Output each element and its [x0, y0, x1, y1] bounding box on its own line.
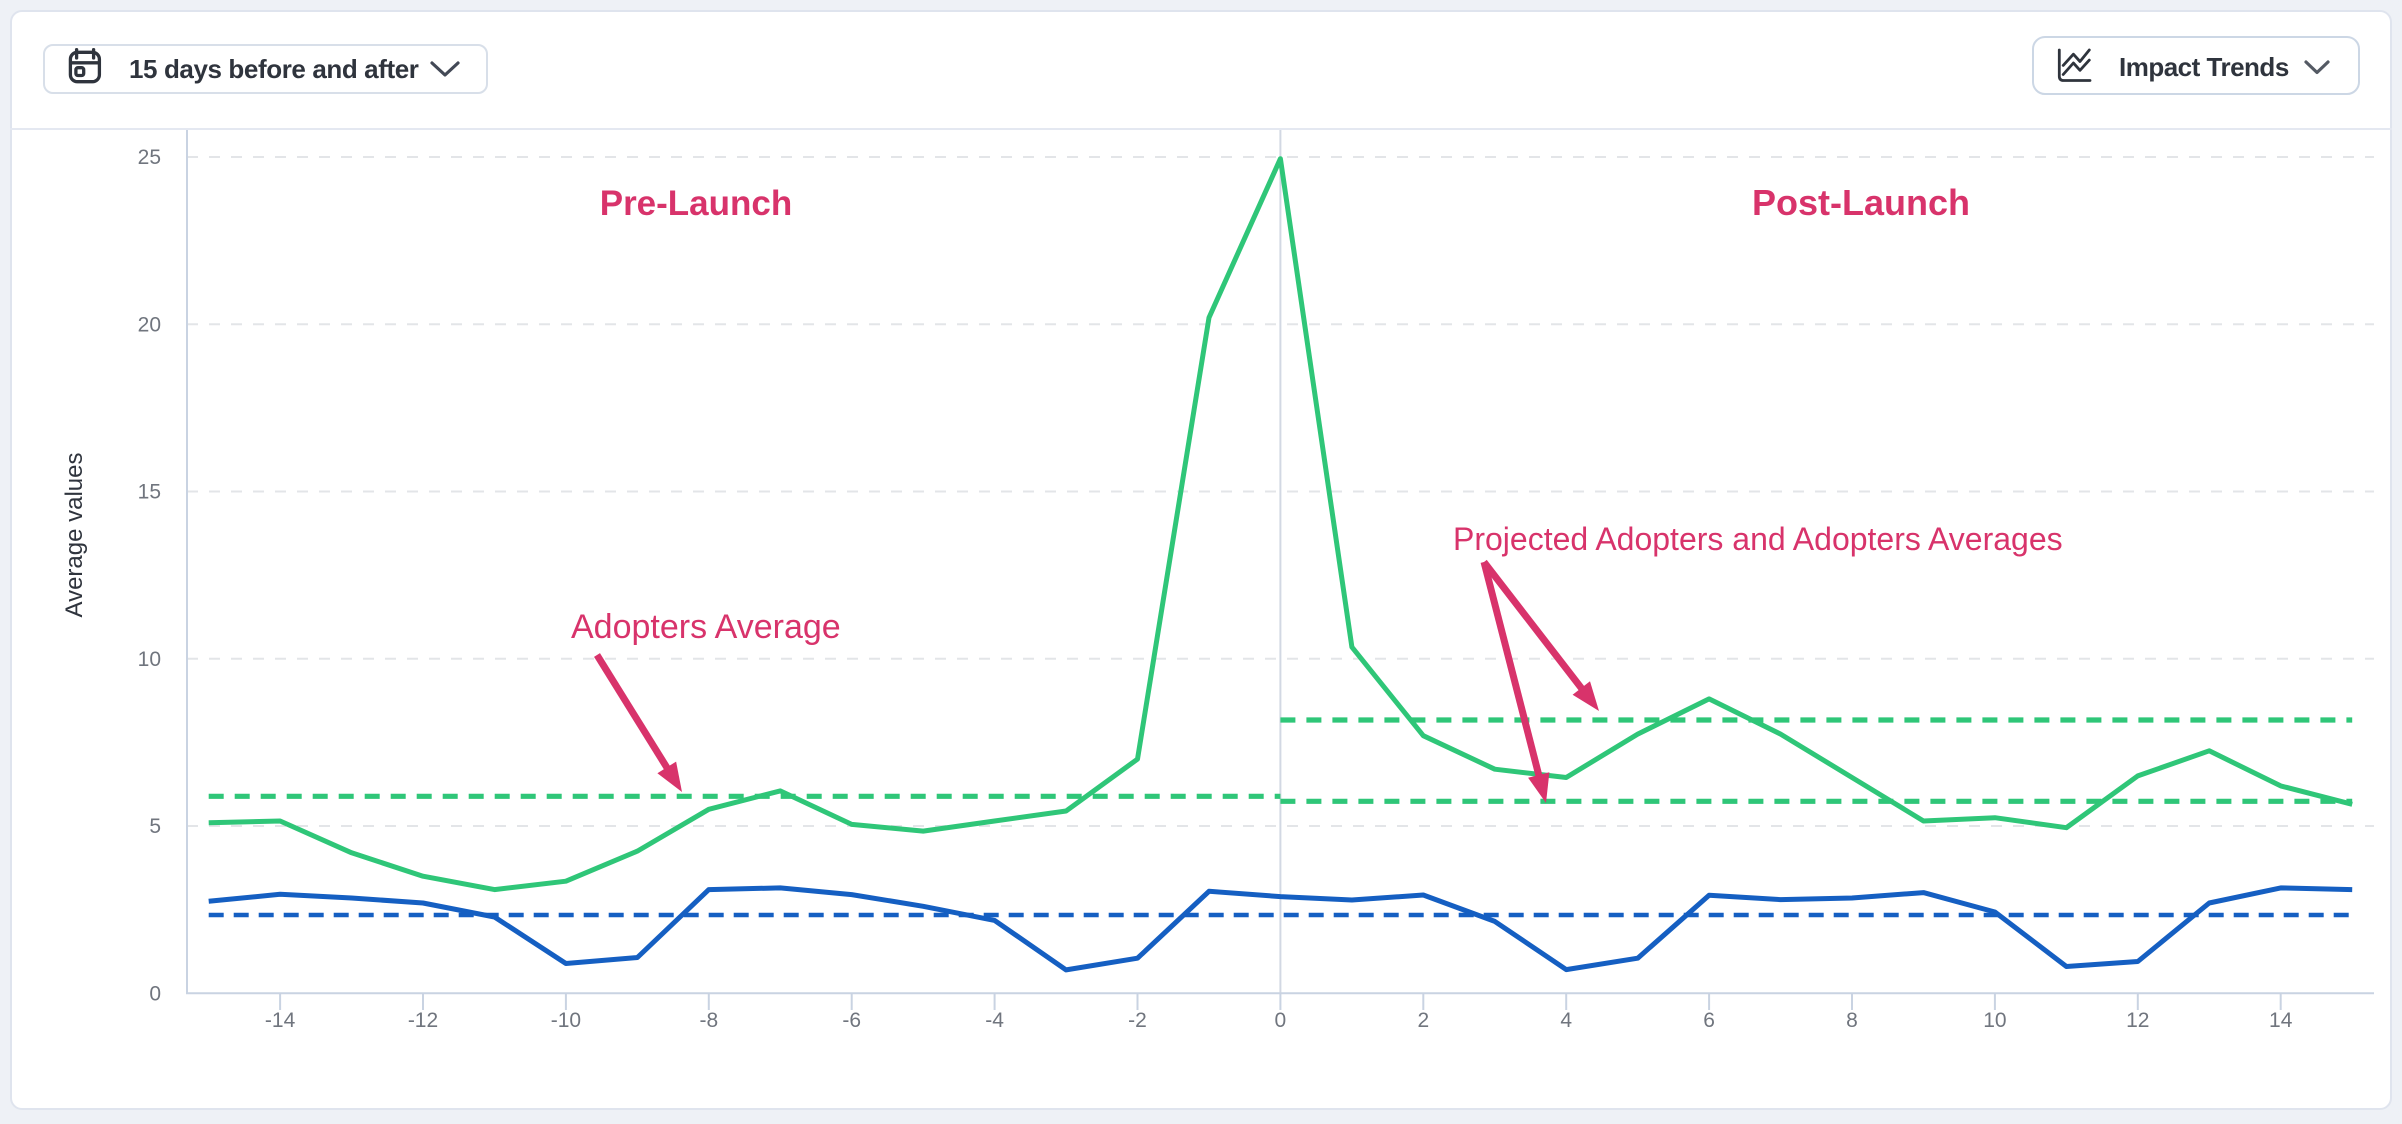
svg-text:Impact Trends: Impact Trends [2119, 52, 2289, 82]
svg-text:-14: -14 [265, 1009, 296, 1032]
svg-text:5: 5 [149, 815, 161, 838]
svg-text:0: 0 [149, 982, 161, 1005]
svg-text:20: 20 [138, 313, 161, 336]
svg-text:14: 14 [2269, 1009, 2293, 1032]
svg-text:Adopters Average: Adopters Average [571, 608, 841, 646]
svg-text:Pre-Launch: Pre-Launch [600, 184, 793, 223]
svg-text:12: 12 [2126, 1009, 2149, 1032]
svg-text:-10: -10 [551, 1009, 581, 1032]
svg-text:Post-Launch: Post-Launch [1752, 182, 1970, 223]
svg-text:-12: -12 [408, 1009, 438, 1032]
svg-text:6: 6 [1703, 1009, 1715, 1032]
svg-text:-8: -8 [699, 1009, 718, 1032]
svg-text:Projected Adopters and Adopter: Projected Adopters and Adopters Averages [1453, 521, 2063, 557]
svg-text:-2: -2 [1128, 1009, 1147, 1032]
svg-text:10: 10 [138, 648, 161, 671]
svg-text:4: 4 [1560, 1009, 1572, 1032]
svg-text:8: 8 [1846, 1009, 1858, 1032]
svg-text:0: 0 [1275, 1009, 1287, 1032]
svg-text:Average values: Average values [61, 453, 88, 618]
svg-text:25: 25 [138, 146, 161, 169]
svg-text:15: 15 [138, 481, 161, 504]
svg-text:-6: -6 [842, 1009, 861, 1032]
svg-text:15 days before and after: 15 days before and after [129, 54, 419, 84]
svg-text:2: 2 [1417, 1009, 1429, 1032]
svg-text:-4: -4 [985, 1009, 1004, 1032]
svg-text:10: 10 [1983, 1009, 2006, 1032]
